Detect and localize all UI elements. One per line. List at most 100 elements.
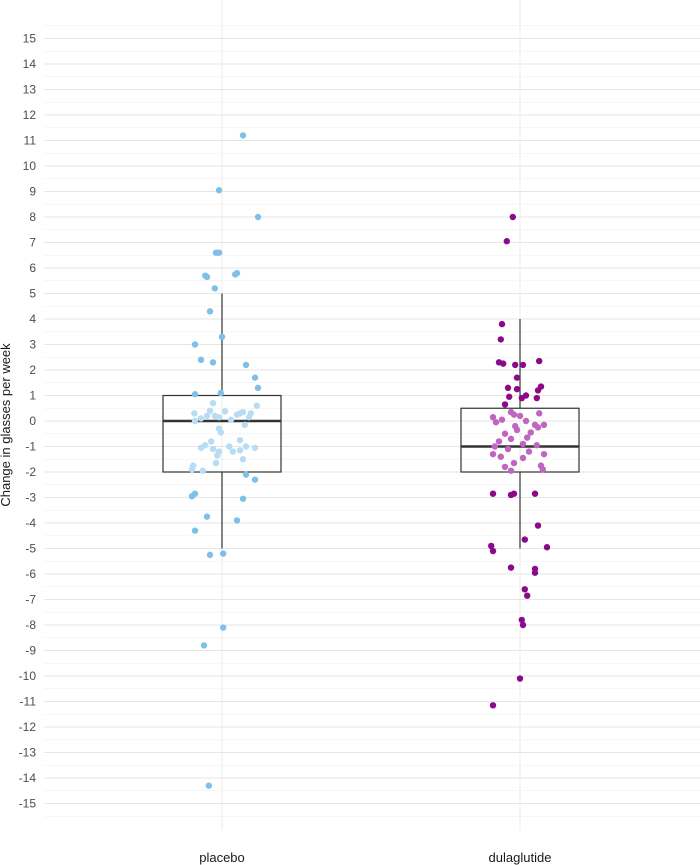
y-tick-label: -6 — [25, 567, 36, 581]
y-tick-label: -3 — [25, 491, 36, 505]
data-point-placebo — [215, 249, 223, 256]
data-point-placebo — [241, 421, 248, 429]
y-tick-label: 5 — [29, 287, 36, 301]
data-point-dulaglutide — [489, 490, 497, 497]
data-point-placebo — [191, 527, 199, 534]
data-point-dulaglutide — [521, 586, 528, 593]
data-point-placebo — [188, 466, 196, 473]
data-point-placebo — [221, 408, 229, 415]
data-point-dulaglutide — [501, 463, 509, 471]
y-tick-label: -15 — [19, 797, 37, 811]
data-point-placebo — [191, 391, 199, 398]
data-point-dulaglutide — [504, 384, 512, 392]
data-point-dulaglutide — [519, 440, 527, 448]
data-point-placebo — [242, 471, 250, 478]
data-point-placebo — [242, 443, 250, 450]
data-point-dulaglutide — [501, 430, 509, 437]
data-point-placebo — [209, 399, 217, 407]
y-tick-label: -1 — [25, 440, 36, 454]
data-point-placebo — [191, 417, 199, 425]
gridlines — [44, 0, 700, 830]
data-point-dulaglutide — [513, 374, 521, 381]
data-point-placebo — [239, 132, 247, 139]
data-point-placebo — [197, 356, 205, 363]
data-point-dulaglutide — [543, 544, 551, 551]
y-tick-label: 2 — [29, 363, 36, 377]
data-point-dulaglutide — [501, 401, 509, 408]
y-tick-label: -14 — [19, 771, 37, 785]
data-point-placebo — [251, 476, 259, 483]
data-point-placebo — [239, 495, 247, 502]
data-point-placebo — [254, 213, 262, 221]
data-point-placebo — [236, 436, 244, 444]
data-point-dulaglutide — [525, 448, 533, 455]
y-tick-label: 7 — [29, 236, 36, 250]
data-point-dulaglutide — [540, 421, 548, 429]
data-point-dulaglutide — [524, 592, 531, 599]
y-tick-label: 1 — [29, 389, 36, 403]
data-point-placebo — [217, 389, 224, 397]
y-tick-label: 8 — [29, 210, 36, 224]
y-tick-label: 0 — [29, 414, 36, 428]
y-tick-label: -9 — [25, 644, 36, 658]
data-point-dulaglutide — [519, 621, 527, 629]
data-point-placebo — [211, 285, 218, 292]
data-point-dulaglutide — [506, 393, 513, 400]
data-point-placebo — [206, 308, 214, 315]
data-point-placebo — [203, 513, 211, 520]
data-point-placebo — [242, 361, 250, 369]
data-point-placebo — [251, 374, 259, 381]
data-point-placebo — [191, 341, 199, 348]
data-point-dulaglutide — [536, 410, 543, 417]
y-tick-label: -10 — [19, 669, 37, 683]
data-point-dulaglutide — [513, 426, 521, 434]
data-point-placebo — [229, 448, 236, 455]
y-tick-label: -8 — [25, 618, 36, 632]
data-point-placebo — [215, 187, 223, 194]
data-point-placebo — [197, 444, 205, 451]
y-tick-label: -2 — [25, 465, 36, 479]
data-point-placebo — [251, 444, 259, 451]
x-axis-ticks: placebo dulaglutide — [199, 850, 551, 865]
data-point-placebo — [217, 429, 224, 436]
data-point-placebo — [214, 452, 221, 459]
data-point-dulaglutide — [540, 450, 548, 458]
data-point-dulaglutide — [504, 445, 512, 453]
data-point-dulaglutide — [524, 434, 531, 441]
data-point-placebo — [197, 415, 205, 422]
data-point-placebo — [226, 443, 233, 450]
y-tick-label: 10 — [23, 159, 37, 173]
data-point-placebo — [233, 517, 241, 524]
data-point-placebo — [220, 550, 227, 557]
y-tick-label: -4 — [25, 516, 36, 530]
data-point-placebo — [209, 445, 217, 453]
y-tick-label: 13 — [23, 83, 37, 97]
data-point-dulaglutide — [522, 417, 530, 425]
data-point-dulaglutide — [507, 564, 515, 571]
data-point-placebo — [205, 782, 212, 789]
boxplots — [162, 293, 580, 549]
data-point-dulaglutide — [489, 702, 497, 709]
boxplot-placebo — [162, 293, 282, 549]
y-axis-title: Change in glasses per week — [0, 343, 13, 507]
y-tick-label: -5 — [25, 542, 36, 556]
data-point-dulaglutide — [516, 675, 524, 682]
data-point-dulaglutide — [489, 547, 497, 555]
data-point-dulaglutide — [500, 360, 507, 367]
data-point-dulaglutide — [518, 394, 525, 402]
data-point-placebo — [254, 384, 262, 392]
data-point-placebo — [203, 273, 211, 281]
data-point-dulaglutide — [507, 491, 515, 499]
data-point-dulaglutide — [507, 467, 515, 474]
data-point-dulaglutide — [513, 385, 521, 393]
y-tick-label: 15 — [23, 32, 37, 46]
data-point-placebo — [191, 410, 198, 417]
data-point-placebo — [199, 467, 206, 474]
y-tick-label: 4 — [29, 312, 36, 326]
data-point-dulaglutide — [534, 387, 542, 394]
data-point-dulaglutide — [536, 357, 543, 365]
x-tick-label: placebo — [199, 850, 245, 865]
y-tick-label: 9 — [29, 185, 36, 199]
data-point-dulaglutide — [534, 522, 542, 529]
